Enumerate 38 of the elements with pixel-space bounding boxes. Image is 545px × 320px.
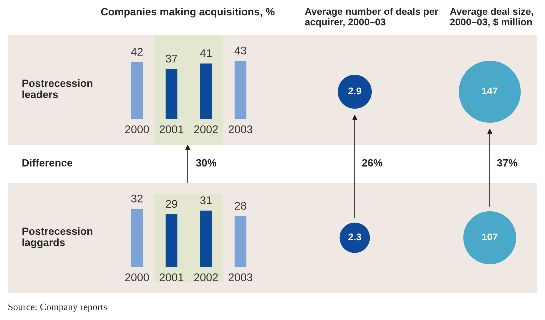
bar [200, 64, 212, 119]
data-label: 42 [131, 48, 143, 56]
y-axis-title: Postrecession laggards [22, 228, 93, 248]
data-label: 37 [166, 54, 178, 63]
y-axis-title: Postrecession leaders [22, 80, 93, 98]
text: 37% [497, 159, 518, 167]
chart-title: Companies making acquisitions, % [101, 8, 275, 18]
bar [166, 214, 178, 267]
x-tick-label: 2003 [228, 126, 253, 134]
data-label: 2.9 [348, 88, 362, 95]
x-tick-label: 2002 [194, 274, 218, 282]
bar [166, 69, 178, 119]
x-tick-label: 2000 [125, 274, 150, 282]
text: Average number of deals per acquirer, 2000–03 [305, 8, 438, 28]
data-label: 2.3 [348, 234, 362, 241]
bar [200, 210, 212, 267]
data-label: 41 [200, 50, 212, 58]
data-label: 32 [131, 194, 143, 203]
x-tick-label: 2001 [160, 126, 184, 134]
data-label: 147 [482, 88, 498, 95]
data-label: 107 [482, 234, 498, 241]
text: 30% [196, 159, 217, 167]
x-tick-label: 2003 [228, 274, 253, 282]
data-label: 43 [234, 46, 246, 55]
bar [234, 61, 247, 119]
data-label: 28 [235, 202, 246, 210]
data-label: 29 [166, 200, 178, 208]
source-note: Source: Company reports [8, 304, 108, 312]
text: Difference [22, 159, 73, 167]
x-tick-label: 2002 [194, 126, 218, 134]
data-label: 31 [200, 196, 212, 204]
bar [131, 209, 144, 267]
text: 26% [362, 159, 383, 167]
bar [131, 62, 144, 119]
text: Average deal size, 2000–03, $ million [450, 8, 534, 28]
x-tick-label: 2000 [125, 126, 150, 134]
bar [234, 216, 247, 267]
x-tick-label: 2001 [160, 274, 184, 282]
